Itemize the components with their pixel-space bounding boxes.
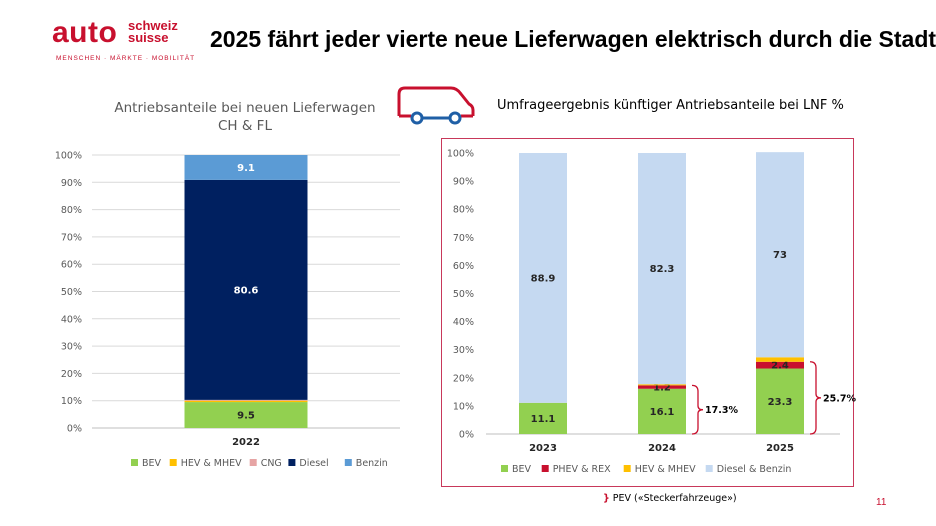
y-tick-label: 60%	[453, 261, 474, 272]
y-tick-label: 100%	[447, 149, 474, 160]
bar-hev-mhev-2025	[756, 357, 804, 362]
right-chart-frame	[441, 138, 854, 487]
legend-swatch-hev-mhev	[623, 465, 631, 472]
bar-phev-rex-2024	[638, 385, 686, 389]
y-tick-label: 20%	[61, 369, 82, 380]
legend-swatch-bev	[131, 459, 138, 466]
legend-swatch-benzin	[344, 459, 352, 466]
data-label-diesel-benzin-2024: 82.3	[650, 264, 675, 275]
y-tick-label: 40%	[453, 317, 474, 328]
bar-phev-rex-2025	[756, 361, 804, 369]
legend-swatch-diesel	[288, 459, 296, 466]
legend-entry-cng: CNG	[261, 458, 282, 469]
x-tick-label: 2024	[648, 443, 676, 454]
legend-entry-hev-mhev: HEV & MHEV	[181, 458, 242, 469]
legend-entry-bev: BEV	[512, 464, 532, 475]
logo-wordmark: schweiz suisse	[128, 18, 178, 45]
data-label-benzin-2022: 9.1	[237, 163, 255, 174]
legend-entry-diesel-benzin: Diesel & Benzin	[717, 464, 792, 475]
x-tick-label: 2022	[232, 437, 260, 448]
pev-note: } PEV («Steckerfahrzeuge»)	[603, 493, 737, 504]
logo-tagline: MENSCHEN · MÄRKTE · MOBILITÄT	[56, 55, 196, 62]
y-tick-label: 10%	[453, 401, 474, 412]
pev-bracket-2024	[691, 384, 704, 435]
y-tick-label: 80%	[453, 205, 474, 216]
pev-share-label-2024: 17.3%	[705, 405, 738, 416]
legend-entry-hev-mhev: HEV & MHEV	[635, 464, 696, 475]
legend-swatch-bev	[501, 465, 508, 472]
y-tick-label: 0%	[67, 424, 82, 435]
left-chart-subtitle: CH & FL	[218, 118, 272, 134]
pev-bracket-2025	[809, 361, 822, 435]
page-number: 11	[876, 497, 887, 508]
data-label-diesel-benzin-2023: 88.9	[531, 273, 556, 284]
logo-auto: auto	[52, 16, 118, 49]
y-tick-label: 90%	[453, 177, 474, 188]
y-tick-label: 40%	[61, 314, 82, 325]
y-tick-label: 10%	[61, 396, 82, 407]
bar-bev-2024	[638, 388, 686, 434]
van-icon	[393, 80, 477, 133]
legend-swatch-hev-mhev	[169, 459, 177, 466]
y-tick-label: 30%	[453, 345, 474, 356]
legend-swatch-phev-rex	[541, 465, 549, 472]
y-tick-label: 20%	[453, 373, 474, 384]
y-tick-label: 0%	[459, 430, 474, 441]
data-label-bev-2023: 11.1	[531, 414, 556, 425]
bar-bev-2023	[519, 402, 567, 434]
x-tick-label: 2025	[766, 443, 794, 454]
data-label-bev-2024: 16.1	[650, 407, 675, 418]
x-tick-label: 2023	[529, 443, 557, 454]
y-tick-label: 50%	[61, 287, 82, 298]
data-label-phev-rex-2025: 2.4	[771, 361, 789, 372]
legend-entry-diesel: Diesel	[299, 458, 328, 469]
logo-suisse: suisse	[128, 30, 169, 45]
right-chart-title: Umfrageergebnis künftiger Antriebsanteil…	[497, 98, 844, 113]
pev-note-text: PEV («Steckerfahrzeuge»)	[612, 493, 737, 504]
bar-diesel-benzin-2025	[756, 152, 804, 358]
y-tick-label: 90%	[61, 178, 82, 189]
legend-entry-benzin: Benzin	[356, 458, 388, 469]
legend-swatch-cng	[249, 459, 257, 466]
y-tick-label: 30%	[61, 342, 82, 353]
page-title: 2025 fährt jeder vierte neue Lieferwagen…	[210, 26, 936, 52]
bar-benzin-2022	[184, 155, 308, 180]
data-label-diesel-benzin-2025: 73	[773, 250, 787, 261]
bar-diesel-2022	[184, 179, 308, 400]
bar-hev-mhev-2022	[184, 400, 308, 403]
left-chart-title: Antriebsanteile bei neuen Lieferwagen	[114, 100, 376, 116]
data-label-diesel-2022: 80.6	[234, 285, 259, 296]
y-tick-label: 100%	[55, 151, 82, 162]
data-label-bev-2022: 9.5	[237, 411, 255, 422]
y-tick-label: 70%	[61, 232, 82, 243]
legend-entry-phev-rex: PHEV & REX	[553, 464, 611, 475]
bar-cng-2022	[184, 399, 308, 401]
y-tick-label: 70%	[453, 233, 474, 244]
bar-hev-mhev-2024	[638, 384, 686, 386]
y-tick-label: 60%	[61, 260, 82, 271]
y-tick-label: 50%	[453, 289, 474, 300]
bar-bev-2025	[756, 368, 804, 434]
logo-schweiz: schweiz	[128, 18, 178, 33]
legend-swatch-diesel-benzin	[705, 465, 713, 472]
pev-share-label-2025: 25.7%	[823, 393, 856, 404]
bar-bev-2022	[184, 402, 308, 428]
legend-entry-bev: BEV	[142, 458, 162, 469]
data-label-phev-rex-2024: 1.2	[653, 383, 671, 394]
bar-diesel-benzin-2024	[638, 153, 686, 385]
y-tick-label: 80%	[61, 205, 82, 216]
bar-diesel-benzin-2023	[519, 153, 567, 403]
pev-bracket-icon: }	[603, 493, 610, 504]
data-label-bev-2025: 23.3	[768, 397, 793, 408]
